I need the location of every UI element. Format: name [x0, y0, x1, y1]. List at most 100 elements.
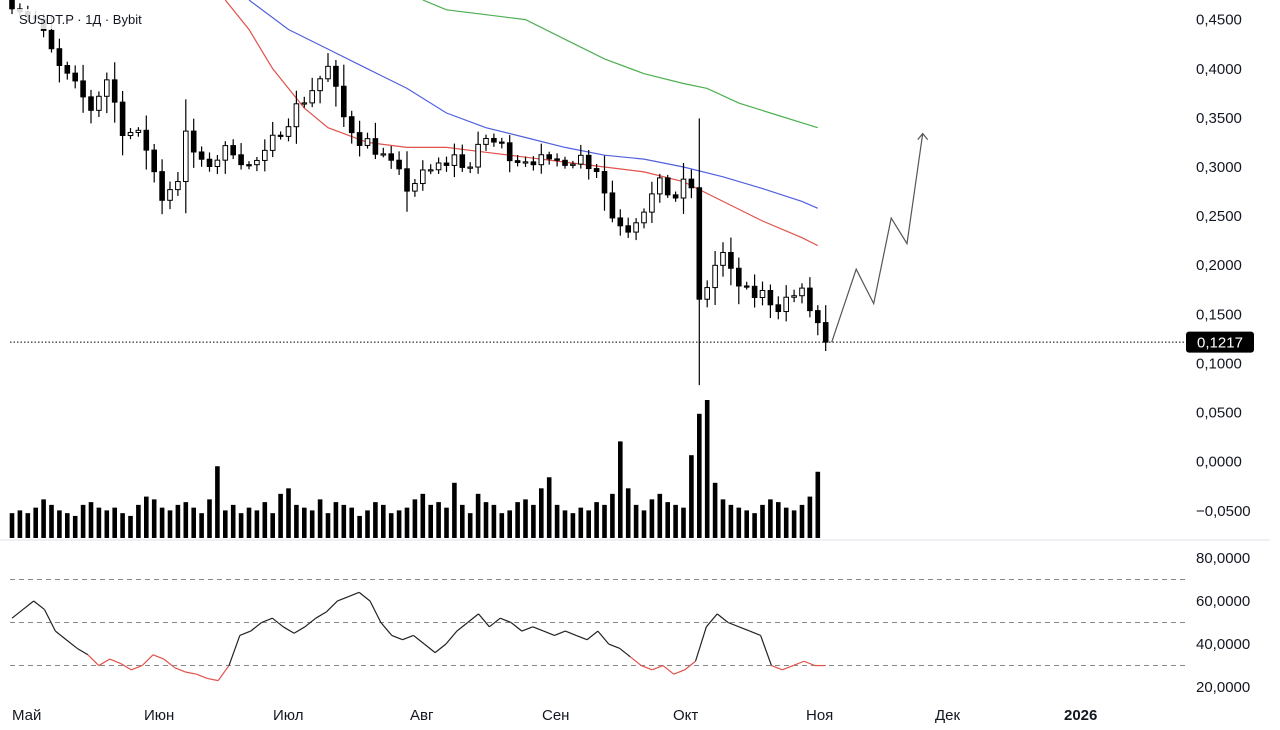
candle-body — [206, 158, 213, 167]
rsi-segment — [543, 630, 555, 636]
candle-body — [578, 154, 584, 165]
candle — [680, 163, 687, 214]
candle — [791, 289, 797, 303]
candle-body — [601, 171, 608, 194]
volume-bar — [104, 510, 110, 538]
rsi-segment — [250, 622, 262, 632]
rsi-segment — [87, 654, 100, 666]
rsi-segment — [619, 647, 631, 658]
candle-body — [483, 137, 489, 145]
volume-bar — [483, 502, 489, 538]
candle-body — [56, 48, 63, 67]
candle — [807, 277, 813, 318]
price-tick-label: 0,1000 — [1196, 355, 1242, 372]
rsi-segment — [565, 630, 577, 636]
candle — [72, 65, 79, 89]
candle-body — [822, 322, 829, 343]
volume-bar — [278, 493, 283, 538]
volume-bar — [460, 504, 465, 538]
volume-bar — [120, 513, 125, 538]
volume-bar — [649, 499, 655, 538]
volume-bar — [17, 510, 23, 538]
volume-bar — [151, 499, 157, 538]
volume-bar — [815, 471, 821, 538]
volume-bar — [420, 493, 426, 538]
candle-body — [80, 80, 86, 98]
volume-bar — [539, 488, 544, 538]
rsi-segment — [163, 658, 176, 669]
candle-body — [190, 130, 197, 153]
candle-body — [546, 154, 553, 160]
candle-body — [254, 159, 260, 166]
volume-bar — [578, 507, 584, 538]
candle — [451, 143, 458, 178]
candle — [514, 155, 521, 167]
candle — [625, 217, 632, 238]
rsi-pane[interactable] — [10, 578, 1185, 682]
volume-bar — [515, 502, 520, 538]
candle-body — [554, 158, 560, 161]
volume-bar — [689, 455, 694, 538]
candle-body — [159, 171, 165, 201]
volume-bar — [230, 504, 236, 538]
candle — [222, 141, 229, 174]
candle — [506, 135, 513, 173]
volume-bar — [388, 513, 394, 538]
volume-bar — [325, 513, 331, 538]
candle-body — [175, 181, 181, 191]
last-price-label: 0,1217 — [1197, 335, 1243, 352]
volume-bar — [25, 513, 31, 538]
volume-bar — [294, 504, 299, 538]
price-tick-label: 0,3500 — [1196, 110, 1242, 127]
last-price-tag-background — [1186, 331, 1254, 353]
rsi-segment — [532, 626, 544, 632]
moving-averages — [224, 0, 819, 247]
price-tick-label: −0,0500 — [1196, 503, 1251, 520]
candle — [799, 283, 805, 304]
rsi-segment — [478, 613, 490, 628]
chart-title[interactable]: SUSDT.P · 1Д · Bybit — [19, 12, 142, 27]
chart-title-legend[interactable]: SUSDT.P · 1Д · Bybit — [14, 9, 142, 29]
candle-body — [262, 149, 268, 161]
time-axis[interactable]: Май Июн Июл Авг Сен Окт Ноя Дек 2026 — [12, 707, 1097, 724]
rsi-segment — [445, 630, 458, 645]
volume-bar — [783, 507, 789, 538]
candle-body — [617, 217, 624, 227]
rsi-tick-label: 80,0000 — [1196, 550, 1250, 567]
candle — [56, 38, 63, 83]
candle — [127, 128, 134, 140]
candle — [301, 96, 308, 108]
rsi-segment — [33, 600, 45, 611]
rsi-segment — [76, 647, 89, 656]
volume-bar — [491, 504, 497, 538]
candle-body — [791, 295, 797, 298]
candle-body — [704, 287, 711, 300]
volume-bar — [357, 515, 362, 538]
candle — [277, 131, 284, 140]
volume-bar — [633, 504, 639, 538]
volume-bar — [728, 504, 734, 538]
candle — [317, 75, 323, 104]
rsi-segment — [662, 665, 675, 675]
volume-bar — [752, 513, 757, 538]
candle — [190, 118, 197, 168]
rsi-segment — [282, 626, 295, 634]
rsi-segment — [207, 677, 219, 682]
candle-body — [111, 79, 118, 103]
rsi-segment — [337, 596, 349, 602]
ma-slow-line — [422, 0, 818, 129]
candle — [578, 144, 584, 169]
price-pane[interactable] — [9, 0, 1185, 386]
volume-bar — [602, 504, 607, 538]
candle — [538, 143, 545, 174]
volume-bar — [246, 507, 252, 538]
rsi-tick-label: 40,0000 — [1196, 636, 1250, 653]
volume-bar — [531, 504, 536, 538]
rsi-segment — [456, 622, 469, 632]
candle — [151, 143, 157, 183]
volume-bar — [159, 507, 165, 538]
price-axis[interactable]: 0,4500 0,4000 0,3500 0,3000 0,2500 0,2000 0,15… — [1196, 12, 1251, 520]
volume-bar — [96, 507, 102, 538]
rsi-axis[interactable]: 80,0000 60,0000 40,0000 20,0000 — [1196, 550, 1250, 696]
